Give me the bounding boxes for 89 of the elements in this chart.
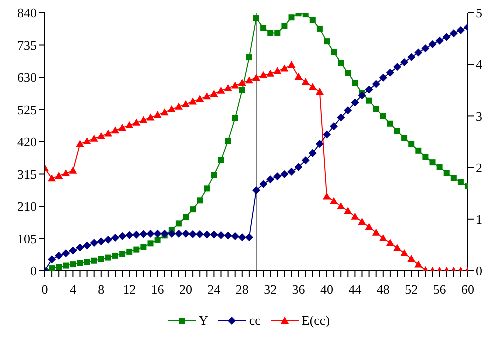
x-tick-label: 44 bbox=[348, 282, 362, 298]
point bbox=[331, 49, 338, 56]
point bbox=[288, 14, 295, 21]
point bbox=[120, 251, 126, 258]
point bbox=[380, 114, 386, 120]
legend-label: cc bbox=[249, 313, 261, 329]
point bbox=[430, 160, 436, 166]
point bbox=[91, 258, 98, 264]
x-tick-label: 60 bbox=[462, 282, 474, 298]
point bbox=[190, 206, 196, 213]
x-tick-label: 32 bbox=[264, 282, 278, 298]
point bbox=[49, 266, 56, 271]
y-tick-label: 0 bbox=[30, 264, 37, 279]
point bbox=[246, 54, 252, 61]
y-tick-label: 210 bbox=[18, 199, 37, 214]
x-tick-label: 28 bbox=[236, 282, 249, 298]
point bbox=[282, 23, 288, 30]
point bbox=[154, 236, 161, 243]
point bbox=[232, 115, 238, 122]
point bbox=[352, 80, 358, 86]
point bbox=[324, 38, 330, 45]
point bbox=[458, 179, 464, 186]
x-tick-label: 52 bbox=[405, 282, 418, 298]
legend-label: E(cc) bbox=[302, 313, 330, 329]
point bbox=[444, 170, 450, 176]
x-tick-label: 24 bbox=[208, 282, 222, 298]
y-tick-label: 630 bbox=[18, 70, 37, 86]
point bbox=[302, 13, 309, 18]
x-tick-label: 8 bbox=[98, 282, 105, 298]
point bbox=[260, 25, 267, 32]
point bbox=[70, 262, 76, 268]
point bbox=[98, 256, 104, 262]
point bbox=[310, 17, 316, 24]
y2-tick-label: 4 bbox=[476, 57, 483, 72]
x-tick-label: 16 bbox=[151, 282, 165, 298]
point bbox=[422, 154, 429, 160]
point bbox=[274, 30, 281, 36]
point bbox=[268, 30, 274, 36]
point bbox=[77, 260, 84, 266]
point bbox=[316, 26, 323, 32]
point bbox=[218, 157, 224, 164]
point bbox=[345, 70, 352, 76]
y-tick-label: 525 bbox=[18, 102, 37, 118]
point bbox=[183, 214, 189, 220]
y-tick-label: 840 bbox=[18, 6, 37, 21]
y-tick-label: 105 bbox=[18, 231, 37, 246]
x-tick-label: 12 bbox=[123, 282, 136, 298]
point bbox=[402, 135, 408, 142]
point bbox=[56, 264, 62, 270]
point bbox=[450, 175, 457, 182]
x-tick-label: 56 bbox=[433, 282, 447, 298]
point bbox=[225, 138, 232, 144]
point bbox=[148, 240, 154, 247]
point bbox=[126, 248, 133, 255]
y2-tick-label: 1 bbox=[476, 212, 482, 228]
point bbox=[239, 87, 246, 94]
point bbox=[197, 198, 204, 204]
y2-tick-label: 0 bbox=[476, 264, 482, 279]
x-tick-label: 4 bbox=[70, 282, 77, 298]
point bbox=[140, 244, 147, 250]
x-tick-label: 40 bbox=[320, 282, 334, 298]
point bbox=[134, 246, 140, 253]
y-tick-label: 315 bbox=[18, 166, 37, 182]
x-tick-label: 36 bbox=[292, 282, 306, 298]
x-tick-label: 0 bbox=[42, 282, 48, 298]
x-tick-label: 48 bbox=[376, 282, 390, 298]
point bbox=[176, 220, 182, 227]
point bbox=[394, 128, 400, 134]
legend-label: Y bbox=[198, 313, 208, 329]
point bbox=[211, 172, 218, 178]
point bbox=[408, 141, 415, 148]
point bbox=[387, 120, 394, 127]
x-tick-label: 20 bbox=[180, 282, 192, 298]
point bbox=[204, 186, 210, 192]
y-tick-label: 420 bbox=[18, 134, 37, 150]
point bbox=[373, 106, 380, 112]
point bbox=[366, 98, 372, 104]
point bbox=[436, 164, 443, 170]
y2-tick-label: 2 bbox=[476, 160, 482, 176]
point bbox=[416, 148, 422, 154]
point bbox=[105, 254, 112, 261]
y-tick-label: 735 bbox=[18, 38, 37, 53]
point bbox=[338, 60, 344, 66]
point bbox=[63, 262, 70, 269]
point bbox=[112, 252, 118, 259]
y2-tick-label: 5 bbox=[476, 6, 482, 21]
y2-tick-label: 3 bbox=[476, 108, 482, 124]
point bbox=[254, 16, 260, 22]
point bbox=[84, 259, 90, 266]
